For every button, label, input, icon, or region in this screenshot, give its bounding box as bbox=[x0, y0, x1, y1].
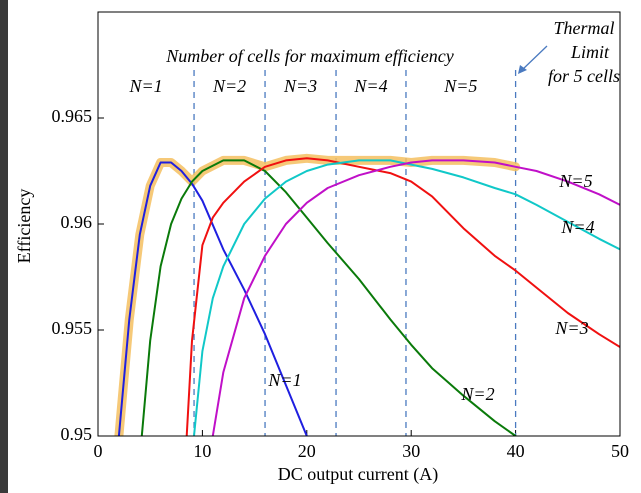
thermal-note: Thermal bbox=[553, 18, 614, 38]
series-line bbox=[211, 159, 620, 436]
series-line bbox=[185, 157, 620, 436]
x-tick-label: 0 bbox=[94, 441, 103, 461]
photo-edge bbox=[0, 0, 8, 493]
series-line bbox=[140, 159, 517, 436]
series-label: N=5 bbox=[558, 171, 592, 191]
series-line bbox=[193, 159, 620, 436]
series-label: N=4 bbox=[560, 217, 594, 237]
x-tick-label: 20 bbox=[298, 441, 316, 461]
envelope-line bbox=[114, 153, 521, 436]
annotation-arrowhead bbox=[518, 65, 527, 74]
region-label: N=5 bbox=[443, 76, 477, 96]
y-tick-label: 0.965 bbox=[52, 106, 93, 126]
thermal-note: Limit bbox=[570, 42, 610, 62]
series-line bbox=[117, 161, 308, 436]
region-label: N=1 bbox=[128, 76, 162, 96]
y-axis-label: Efficiency bbox=[14, 189, 34, 264]
y-tick-label: 0.95 bbox=[61, 424, 93, 444]
region-label: N=2 bbox=[212, 76, 246, 96]
x-tick-label: 50 bbox=[611, 441, 629, 461]
x-tick-label: 40 bbox=[507, 441, 525, 461]
x-axis-label: DC output current (A) bbox=[278, 464, 438, 485]
y-tick-label: 0.96 bbox=[61, 212, 93, 232]
thermal-note: for 5 cells bbox=[548, 66, 620, 86]
x-tick-label: 10 bbox=[193, 441, 211, 461]
series-label: N=1 bbox=[267, 370, 301, 390]
series-label: N=3 bbox=[554, 318, 588, 338]
series-label: N=2 bbox=[460, 384, 494, 404]
region-label: N=3 bbox=[283, 76, 317, 96]
x-tick-label: 30 bbox=[402, 441, 420, 461]
y-tick-label: 0.955 bbox=[52, 318, 93, 338]
annotation-arrow bbox=[521, 45, 548, 71]
region-label: N=4 bbox=[353, 76, 387, 96]
plot-frame bbox=[97, 11, 621, 437]
region-title: Number of cells for maximum efficiency bbox=[165, 46, 453, 66]
